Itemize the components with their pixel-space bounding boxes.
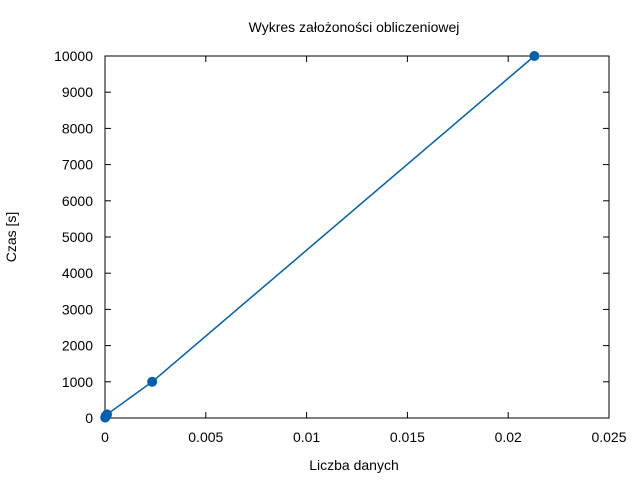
y-tick-label: 7000 <box>62 157 93 173</box>
y-tick-label: 8000 <box>62 120 93 136</box>
x-tick-label: 0.01 <box>293 429 320 445</box>
x-tick-label: 0.015 <box>390 429 425 445</box>
y-axis-label: Czas [s] <box>3 212 19 263</box>
plot-area <box>104 55 610 419</box>
y-tick-label: 3000 <box>62 301 93 317</box>
x-tick-label: 0.02 <box>495 429 522 445</box>
data-point <box>529 51 540 61</box>
y-tick-label: 4000 <box>62 265 93 281</box>
plot-frame <box>104 55 610 419</box>
data-point <box>102 409 113 420</box>
chart-title: Wykres założoności obliczeniowej <box>249 19 460 35</box>
y-tick-label: 9000 <box>62 84 93 100</box>
y-tick-label: 5000 <box>62 229 93 245</box>
x-tick-label: 0.025 <box>591 429 626 445</box>
y-axis: 0 1000 2000 3000 4000 5000 6000 7000 8000 9000 100… <box>54 48 609 426</box>
series-line <box>104 55 535 418</box>
x-tick-label: 0 <box>101 429 109 445</box>
y-tick-label: 10000 <box>54 48 93 64</box>
y-tick-label: 2000 <box>62 338 93 354</box>
data-point <box>147 376 158 387</box>
y-tick-label: 0 <box>85 410 93 426</box>
x-axis-label: Liczba danych <box>309 457 399 473</box>
y-tick-label: 6000 <box>62 193 93 209</box>
x-tick-label: 0.005 <box>188 429 223 445</box>
series-layer <box>100 51 540 423</box>
y-tick-label: 1000 <box>62 374 93 390</box>
x-axis: 0 0.005 0.01 0.015 0.02 0.025 <box>101 56 627 445</box>
